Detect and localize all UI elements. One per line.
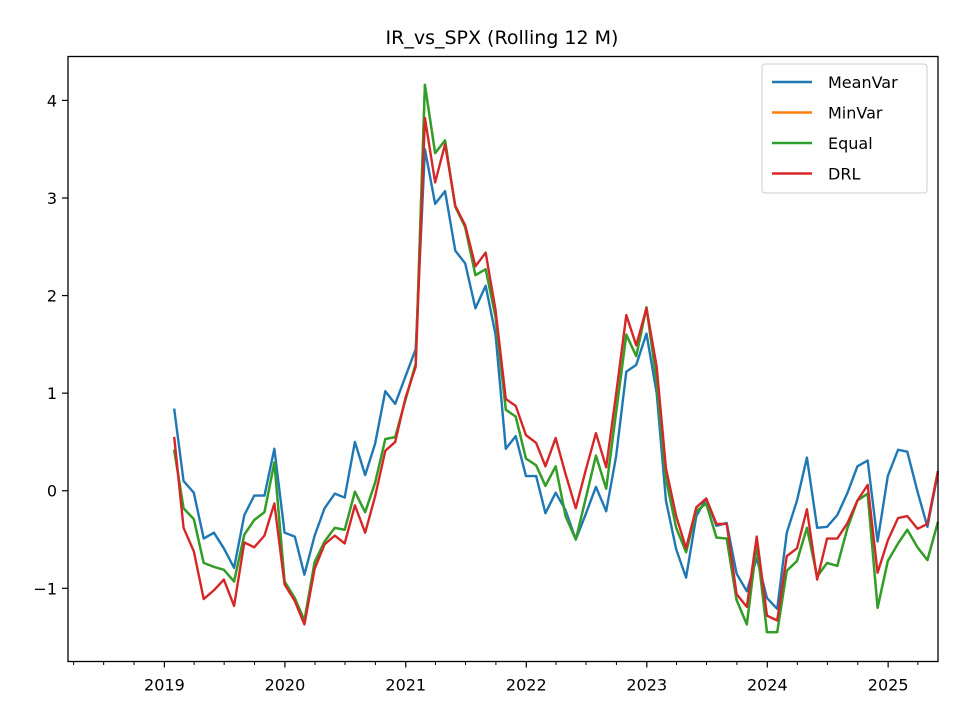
series-line-drl: [172, 116, 940, 626]
y-tick-label: 1: [47, 384, 57, 403]
legend-label: DRL: [828, 165, 860, 184]
y-tick-label: 0: [47, 482, 57, 501]
legend-box: [761, 63, 928, 194]
plot-area: [172, 83, 940, 634]
legend-item-equal: Equal: [772, 134, 873, 153]
legend-item-meanvar: MeanVar: [772, 73, 898, 92]
x-tick-label: 2023: [626, 676, 667, 695]
legend-label: MeanVar: [828, 73, 898, 92]
x-tick-label: 2020: [265, 676, 306, 695]
y-tick-label: 3: [47, 189, 57, 208]
legend-item-minvar: MinVar: [772, 104, 883, 123]
x-tick-label: 2024: [747, 676, 788, 695]
y-tick-label: 4: [47, 91, 57, 110]
x-tick-label: 2021: [385, 676, 426, 695]
legend: MeanVar MinVar Equal DRL: [761, 63, 928, 194]
y-tick-label: −1: [33, 579, 57, 598]
legend-item-drl: DRL: [772, 165, 860, 184]
legend-label: MinVar: [828, 104, 883, 123]
series-line-meanvar: [172, 147, 940, 611]
x-axis: 2019 2020 2021 2022 2023 2024 2025: [73, 661, 919, 695]
x-tick-label: 2019: [144, 676, 185, 695]
series-line-equal: [172, 83, 940, 634]
legend-label: Equal: [828, 134, 873, 153]
x-tick-label: 2022: [506, 676, 547, 695]
chart-title: IR_vs_SPX (Rolling 12 M): [386, 27, 619, 49]
x-tick-label: 2025: [868, 676, 909, 695]
y-axis: −1 0 1 2 3 4: [33, 91, 68, 598]
y-tick-label: 2: [47, 287, 57, 306]
axes-frame: [67, 55, 939, 663]
